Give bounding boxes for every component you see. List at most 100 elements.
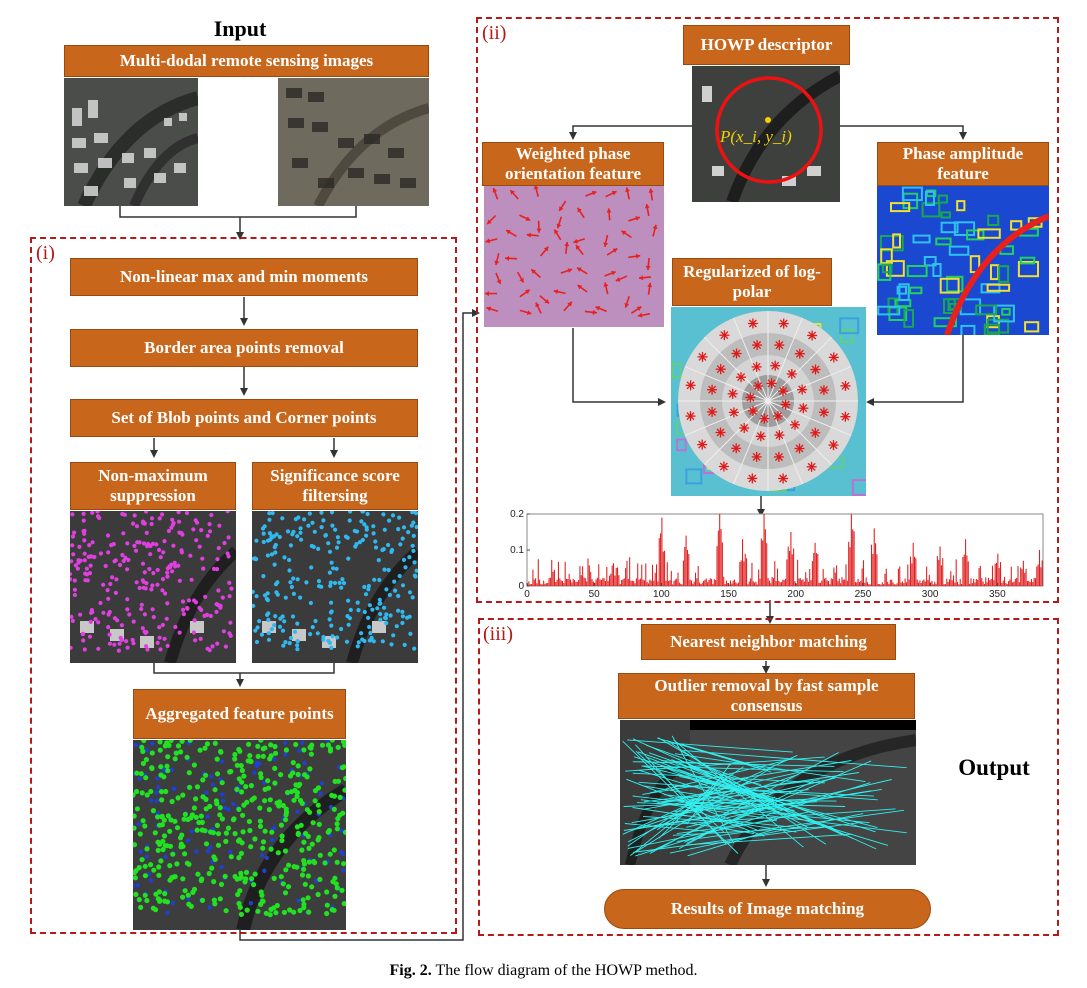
aggregated-points-image <box>133 740 346 930</box>
histogram-bar <box>565 578 568 586</box>
nms-scatter <box>70 511 236 663</box>
histogram-bar <box>884 573 886 586</box>
histogram-bar <box>728 584 730 586</box>
histogram-bar <box>634 583 636 586</box>
histogram-bar <box>719 514 721 586</box>
histogram-bar <box>660 533 662 586</box>
histogram-bar <box>549 577 551 586</box>
histogram-bar <box>861 568 863 586</box>
histogram-bar <box>595 579 597 586</box>
histogram-bar <box>860 580 862 586</box>
x-tick-label: 50 <box>589 589 601 600</box>
histogram-bar <box>555 582 557 586</box>
histogram-bar <box>574 580 576 586</box>
x-tick-label: 150 <box>720 589 737 600</box>
histogram-bar <box>799 578 801 586</box>
histogram-bar <box>1032 582 1034 586</box>
histogram-bar <box>940 565 942 586</box>
log-polar-grid <box>671 307 866 496</box>
histogram-bar <box>536 583 538 586</box>
histogram-bar <box>527 583 529 586</box>
histogram-bar <box>623 578 625 586</box>
histogram-bar <box>866 582 869 586</box>
histogram-bar <box>1036 566 1038 586</box>
histogram-bar <box>711 578 713 586</box>
histogram-bar <box>693 581 695 586</box>
histogram-bar <box>797 559 799 586</box>
histogram-bar <box>962 557 964 586</box>
histogram-bar <box>567 578 569 586</box>
histogram-bar <box>1018 582 1020 586</box>
histogram-bar <box>535 578 537 586</box>
histogram-bar <box>943 584 945 586</box>
histogram-bar <box>578 580 580 586</box>
histogram-bar <box>553 569 555 586</box>
histogram-bar <box>654 572 656 586</box>
histogram-bar <box>621 580 623 586</box>
histogram-bar <box>653 580 655 586</box>
x-tick-label: 100 <box>653 589 670 600</box>
histogram-bar <box>951 580 953 586</box>
histogram-bar <box>704 579 706 586</box>
histogram-bar <box>803 581 805 586</box>
significance-points-image <box>252 511 418 663</box>
x-tick-label: 0 <box>524 589 530 600</box>
histogram-bar <box>606 567 608 586</box>
caption-text: The flow diagram of the HOWP method. <box>435 962 698 979</box>
x-tick-label: 200 <box>787 589 804 600</box>
histogram-bar <box>541 584 543 586</box>
histogram-bar <box>750 578 752 586</box>
histogram-bar <box>528 581 530 586</box>
histogram-bar <box>672 584 674 586</box>
histogram-bar <box>588 565 590 586</box>
histogram-bar <box>840 583 842 586</box>
histogram-bar <box>666 562 668 586</box>
histogram-bar <box>641 564 643 586</box>
histogram-bar <box>948 579 951 586</box>
histogram-bar <box>664 550 666 586</box>
histogram-bar <box>540 583 542 586</box>
histogram-bar <box>645 563 647 586</box>
section-i-frame <box>30 237 457 934</box>
histogram-bar <box>1012 582 1014 586</box>
histogram-bar <box>785 578 787 586</box>
histogram-bar <box>764 529 766 586</box>
histogram-bar <box>1004 576 1006 586</box>
histogram-bar <box>678 582 680 586</box>
histogram-bar <box>685 535 687 586</box>
histogram-bar <box>939 546 941 586</box>
histogram-bar <box>684 546 686 586</box>
histogram-bar <box>556 579 558 586</box>
histogram-bar <box>1028 580 1030 586</box>
histogram-bar <box>742 539 744 586</box>
histogram-bar <box>599 579 601 586</box>
histogram-bar <box>965 539 967 586</box>
histogram-bar <box>539 579 541 586</box>
histogram-bar <box>1014 578 1016 586</box>
histogram-bar <box>825 578 827 586</box>
histogram-bar <box>642 579 644 586</box>
histogram-bar <box>532 569 534 586</box>
histogram-bar <box>647 583 650 586</box>
histogram-bar <box>1022 560 1024 586</box>
histogram-bar <box>680 583 682 586</box>
howp-descriptor-box: HOWP descriptor <box>683 25 850 65</box>
histogram-bar <box>1021 569 1023 586</box>
histogram-bar <box>959 578 961 586</box>
histogram-bar <box>1001 582 1003 586</box>
histogram-bar <box>818 582 820 586</box>
matching-image <box>620 720 916 865</box>
histogram-bar <box>771 576 773 586</box>
histogram-bar <box>592 581 594 586</box>
histogram-bar <box>564 561 566 586</box>
keypoint-label: P(x_i, y_i) <box>719 127 792 146</box>
histogram-bar <box>819 582 822 586</box>
histogram-bar <box>985 577 987 586</box>
histogram-bar <box>697 566 699 586</box>
histogram-bar <box>780 582 783 586</box>
histogram-bar <box>657 581 659 586</box>
histogram-bar <box>583 577 585 586</box>
histogram-bar <box>842 579 844 586</box>
histogram-bar <box>776 568 779 586</box>
histogram-bar <box>809 569 811 586</box>
